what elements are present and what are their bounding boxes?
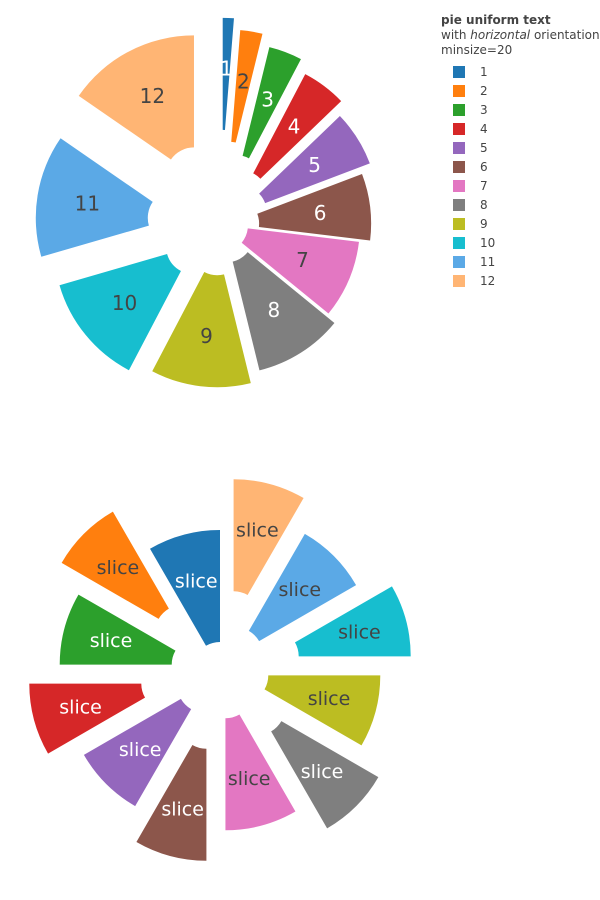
legend-swatch [453,217,465,230]
legend-label: 10 [480,235,496,250]
legend-swatch [453,160,465,173]
legend-swatch [453,84,465,97]
pie-2-label-8: slice [301,761,344,783]
pie-1-slice-6[interactable] [257,174,372,241]
legend-item-9[interactable]: 9 [441,214,600,233]
legend-swatch [453,198,465,211]
pie-1-label-5: 5 [308,153,321,177]
legend-item-10[interactable]: 10 [441,233,600,252]
legend-title-suffix: orientation [530,28,600,42]
legend-item-12[interactable]: 12 [441,271,600,290]
legend-label: 1 [480,64,488,79]
legend-label: 2 [480,83,488,98]
pie-2-label-3: slice [90,630,133,652]
pie-1-label-4: 4 [288,115,301,139]
legend-item-3[interactable]: 3 [441,100,600,119]
legend-item-11[interactable]: 11 [441,252,600,271]
pie-1-slice-9[interactable] [152,272,251,388]
pie-1-label-2: 2 [237,69,250,93]
pie-2-slice-7[interactable] [225,714,296,831]
pie-1-slice-12[interactable] [78,35,194,160]
legend-item-8[interactable]: 8 [441,195,600,214]
pie-1-slice-8[interactable] [232,252,335,371]
pie-2-label-2: slice [97,557,140,579]
pie-1-label-3: 3 [261,87,274,111]
legend-title-line3: minsize=20 [441,43,513,57]
legend-swatch [453,141,465,154]
legend-label: 12 [480,273,496,288]
legend-label: 8 [480,197,488,212]
legend-title-line2: with horizontal orientation [441,28,600,43]
legend-swatch [453,236,465,249]
legend-item-5[interactable]: 5 [441,138,600,157]
legend-label: 4 [480,121,488,136]
legend-title-italic: horizontal [470,28,531,42]
pie-1-label-12: 12 [140,84,165,108]
pie-2-slice-12[interactable] [233,479,304,596]
legend-item-1[interactable]: 1 [441,62,600,81]
pie-2-label-4: slice [59,696,102,718]
pie-1-label-6: 6 [314,201,327,225]
legend-label: 6 [480,159,488,174]
pie-1-slice-7[interactable] [241,228,359,314]
pie-2-slice-1[interactable] [150,530,220,646]
pie-2-slice-3[interactable] [59,594,176,665]
pie-2-label-7: slice [228,768,271,790]
legend-item-4[interactable]: 4 [441,119,600,138]
pie-2-slice-9[interactable] [264,675,381,746]
pie-2-slice-8[interactable] [271,721,379,829]
pie-1-label-9: 9 [200,324,213,348]
legend-swatch [453,179,465,192]
legend: pie uniform text with horizontal orienta… [441,13,600,290]
pie-2-slice-10[interactable] [294,586,411,657]
pie-1-label-11: 11 [75,191,100,215]
legend-label: 7 [480,178,488,193]
pie-2-slice-4[interactable] [29,683,146,754]
pie-1-label-8: 8 [268,298,281,322]
pie-2-label-10: slice [338,622,381,644]
pie-2-label-12: slice [236,520,279,542]
pie-2-label-11: slice [278,579,321,601]
legend-label: 5 [480,140,488,155]
pie-1-slice-4[interactable] [253,74,342,179]
pie-1-label-1: 1 [220,56,233,80]
pie-2-slice-6[interactable] [136,744,207,861]
pie-2-label-5: slice [119,739,162,761]
legend-item-7[interactable]: 7 [441,176,600,195]
pie-1-slice-11[interactable] [35,138,153,257]
pie-1-slice-3[interactable] [242,47,301,159]
pie-1-slice-10[interactable] [59,254,181,371]
pie-1-slice-5[interactable] [259,116,370,204]
legend-label: 9 [480,216,488,231]
pie-2-label-6: slice [161,798,204,820]
legend-label: 3 [480,102,488,117]
pie-2-slice-5[interactable] [83,698,192,807]
legend-title-prefix: with [441,28,471,42]
legend-swatch [453,255,465,268]
legend-title: pie uniform text with horizontal orienta… [441,13,600,58]
pie-2-slice-2[interactable] [61,511,169,619]
pie-1-slice-2[interactable] [231,30,263,143]
legend-swatch [453,65,465,78]
legend-title-line1: pie uniform text [441,13,551,27]
pie-1-label-10: 10 [112,291,137,315]
pie-2-label-9: slice [308,688,351,710]
legend-label: 11 [480,254,496,269]
pie-2-slice-11[interactable] [248,533,357,642]
legend-swatch [453,103,465,116]
pie-1-slice-1[interactable] [222,17,234,130]
pie-1-label-7: 7 [296,248,309,272]
pie-bottom: slice slice slice slice slice slice slice slice… [29,479,411,861]
legend-items: 1 2 3 4 5 6 7 8 9 10 11 12 [441,62,600,290]
legend-item-2[interactable]: 2 [441,81,600,100]
legend-swatch [453,122,465,135]
legend-item-6[interactable]: 6 [441,157,600,176]
pie-2-label-1: slice [175,570,218,592]
legend-swatch [453,274,465,287]
